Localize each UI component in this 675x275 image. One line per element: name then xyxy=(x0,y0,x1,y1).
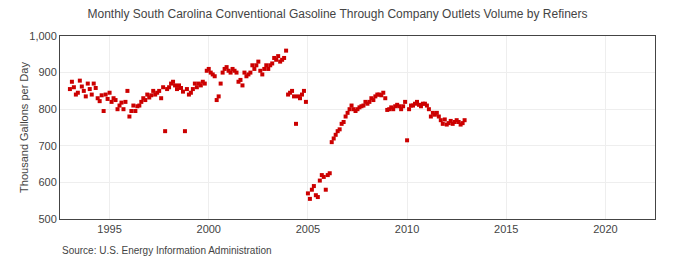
svg-text:700: 700 xyxy=(38,140,56,152)
svg-text:2005: 2005 xyxy=(296,223,320,235)
svg-text:Thousand Gallons per Day: Thousand Gallons per Day xyxy=(18,62,30,193)
svg-text:2015: 2015 xyxy=(494,223,518,235)
svg-text:1995: 1995 xyxy=(97,223,121,235)
svg-text:Monthly South Carolina Convent: Monthly South Carolina Conventional Gaso… xyxy=(87,7,587,21)
svg-text:2020: 2020 xyxy=(593,223,617,235)
svg-text:Source: U.S. Energy Informatio: Source: U.S. Energy Information Administ… xyxy=(62,245,272,256)
svg-text:800: 800 xyxy=(38,103,56,115)
svg-text:900: 900 xyxy=(38,66,56,78)
svg-text:500: 500 xyxy=(38,213,56,225)
svg-text:600: 600 xyxy=(38,176,56,188)
svg-text:1,000: 1,000 xyxy=(29,30,57,42)
svg-text:2010: 2010 xyxy=(395,223,419,235)
svg-text:2000: 2000 xyxy=(197,223,221,235)
